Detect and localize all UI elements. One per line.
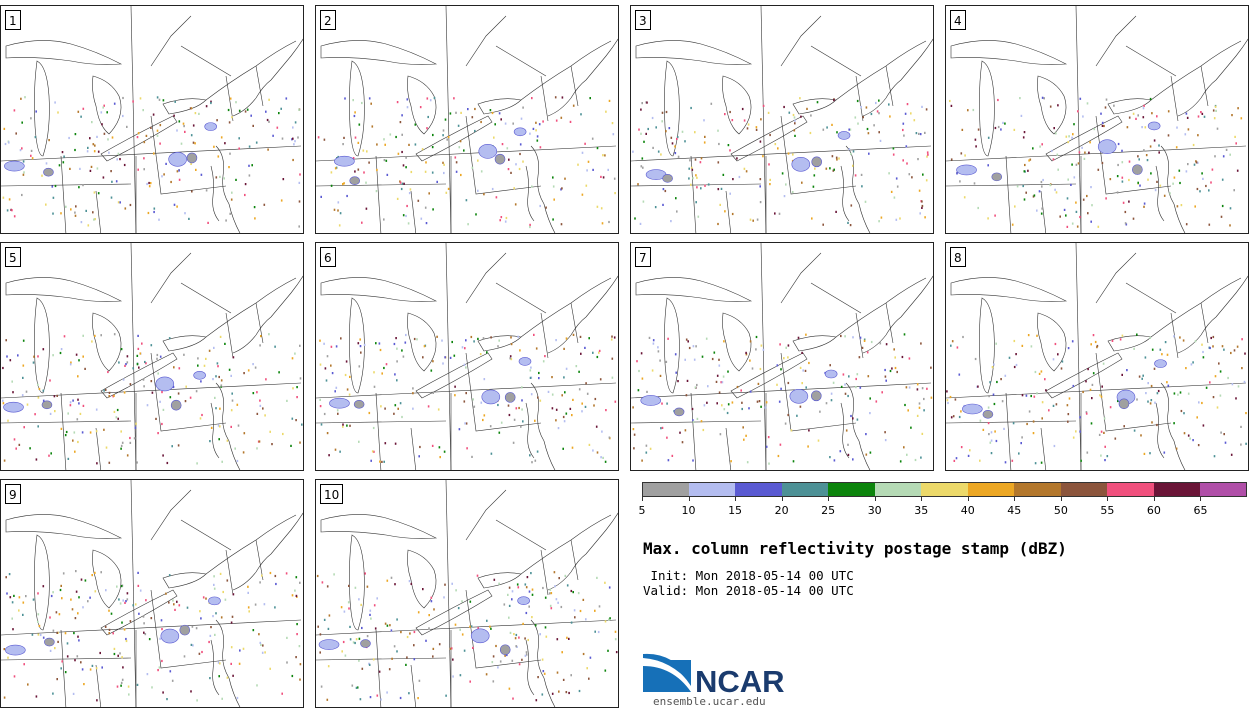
member-number-label: 9 [5, 484, 21, 504]
colorbar-tick [828, 497, 830, 501]
colorbar-tick-label: 25 [821, 504, 836, 517]
colorbar-bin [1107, 482, 1154, 497]
colorbar-tick [735, 497, 737, 501]
colorbar-tick [781, 497, 783, 501]
basemap [946, 243, 1248, 470]
colorbar-tick-label: 35 [914, 504, 929, 517]
figure-title: Max. column reflectivity postage stamp (… [643, 539, 1067, 558]
colorbar-tick-label: 10 [681, 504, 696, 517]
ncar-logo: NCAR [643, 652, 793, 701]
ensemble-member-panel: 6 [315, 242, 619, 471]
reflectivity-field [319, 333, 617, 464]
ensemble-member-panel: 9 [0, 479, 304, 708]
member-number-label: 6 [320, 247, 336, 267]
colorbar-tick [1014, 497, 1016, 501]
reflectivity-field [316, 571, 618, 702]
colorbar-tick [1107, 497, 1109, 501]
basemap [1, 243, 303, 470]
member-number-label: 4 [950, 10, 966, 30]
reflectivity-field [2, 333, 303, 465]
reflectivity-field [632, 333, 933, 465]
colorbar-tick-label: 40 [960, 504, 975, 517]
ensemble-member-panel: 4 [945, 5, 1249, 234]
ensemble-member-panel: 5 [0, 242, 304, 471]
colorbar-bin [1153, 482, 1201, 497]
member-number-label: 3 [635, 10, 651, 30]
colorbar-bin [642, 482, 689, 497]
member-number-label: 2 [320, 10, 336, 30]
colorbar-tick-label: 30 [867, 504, 882, 517]
colorbar-tick-label: 15 [728, 504, 743, 517]
colorbar-tick-label: 50 [1053, 504, 1068, 517]
colorbar-bin [874, 482, 922, 497]
member-number-label: 1 [5, 10, 21, 30]
colorbar-tick-label: 45 [1007, 504, 1022, 517]
basemap [631, 6, 933, 233]
colorbar-tick [642, 497, 643, 501]
member-number-label: 8 [950, 247, 966, 267]
basemap [316, 480, 618, 707]
colorbar-bin [1014, 482, 1061, 497]
colorbar-tick [967, 497, 969, 501]
member-number-label: 5 [5, 247, 21, 267]
colorbar-tick-label: 55 [1100, 504, 1115, 517]
colorbar-bin [828, 482, 875, 497]
ensemble-member-panel: 2 [315, 5, 619, 234]
logo-wordmark: NCAR [695, 664, 785, 697]
ensemble-member-panel: 7 [630, 242, 934, 471]
colorbar-bin [688, 482, 736, 497]
colorbar-tick [1200, 497, 1202, 501]
colorbar-tick [921, 497, 923, 501]
member-number-label: 7 [635, 247, 651, 267]
colorbar-bin [735, 482, 782, 497]
ensemble-member-panel: 3 [630, 5, 934, 234]
reflectivity-field [946, 333, 1247, 465]
basemap [946, 6, 1248, 233]
colorbar-tick [688, 497, 690, 501]
ensemble-member-panel: 8 [945, 242, 1249, 471]
colorbar-tick-label: 5 [638, 504, 646, 517]
reflectivity-field [317, 96, 616, 229]
valid-time: Valid: Mon 2018-05-14 00 UTC [643, 583, 854, 598]
basemap [316, 6, 618, 233]
colorbar-bin [921, 482, 968, 497]
reflectivity-field [632, 97, 929, 227]
basemap [316, 243, 618, 470]
init-time: Init: Mon 2018-05-14 00 UTC [643, 568, 854, 583]
colorbar-bin [967, 482, 1015, 497]
ensemble-member-panel: 10 [315, 479, 619, 708]
basemap [1, 6, 303, 233]
reflectivity-field [949, 96, 1243, 228]
basemap [631, 243, 933, 470]
colorbar-tick-label: 60 [1146, 504, 1161, 517]
colorbar-tick [1060, 497, 1062, 501]
colorbar-bin [1060, 482, 1108, 497]
colorbar-tick [874, 497, 876, 501]
reflectivity-field [2, 96, 301, 228]
ensemble-member-panel: 1 [0, 5, 304, 234]
member-number-label: 10 [320, 484, 344, 504]
colorbar-tick [1153, 497, 1155, 501]
colorbar-tick-label: 65 [1193, 504, 1208, 517]
colorbar-bin [781, 482, 829, 497]
reflectivity-field [3, 570, 302, 702]
colorbar-bin [1200, 482, 1247, 497]
colorbar-tick-label: 20 [774, 504, 789, 517]
basemap [1, 480, 303, 707]
logo-url: ensemble.ucar.edu [653, 695, 766, 708]
